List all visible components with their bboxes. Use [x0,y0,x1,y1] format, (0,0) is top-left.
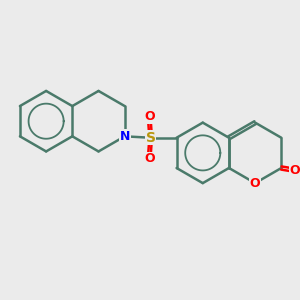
Text: O: O [144,152,154,165]
Text: N: N [119,130,130,143]
Text: O: O [250,177,260,190]
Text: S: S [146,131,156,145]
Text: O: O [144,110,154,123]
Text: O: O [290,164,300,177]
